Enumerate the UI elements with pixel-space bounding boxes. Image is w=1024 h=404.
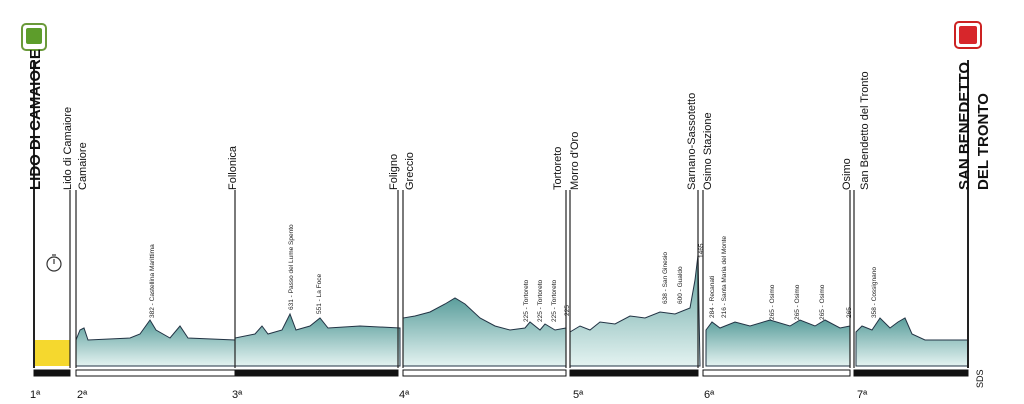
stage-number: 2ª <box>77 389 88 401</box>
climb-label: 284 - Recanati <box>709 276 716 318</box>
start-label: LIDO DI CAMAIORE <box>27 49 44 190</box>
climb-label: 600 - Gualdo <box>677 266 684 304</box>
stopwatch-icon <box>46 254 62 272</box>
place-label: Sarnano-Sassotetto <box>686 93 698 190</box>
bar-segment <box>33 369 71 377</box>
stage-number: 5ª <box>573 389 584 401</box>
start-icon <box>21 23 47 51</box>
climb-label: 265 - Osimo <box>794 284 801 320</box>
place-label: Osimo Stazione <box>702 112 714 190</box>
finish-label: DEL TRONTO <box>975 93 992 190</box>
place-label: Morro d'Oro <box>569 132 581 190</box>
stage-profile <box>75 319 236 367</box>
bar-segment <box>234 369 399 377</box>
climb-label: 225 - Tortoreto <box>537 279 544 322</box>
climb-label: 631 - Passo del Lume Spento <box>288 224 295 310</box>
climb-label: 216 - Santa Maria del Monte <box>721 236 728 318</box>
stage-number: 3ª <box>232 389 243 401</box>
place-label: Follonica <box>227 145 239 190</box>
bar-segment <box>569 369 699 377</box>
climb-label: 225 - Tortoreto <box>523 279 530 322</box>
finish-icon <box>954 21 982 49</box>
climb-label: 225 <box>564 305 571 316</box>
climb-label: 358 - Cossignano <box>871 267 878 318</box>
stage-number: 6ª <box>704 389 715 401</box>
profiles <box>75 254 969 367</box>
climb-label: 265 - Osimo <box>769 284 776 320</box>
stage-number: 1ª <box>30 389 41 401</box>
place-label: Greccio <box>404 152 416 190</box>
distance-bar <box>33 369 969 377</box>
place-label: Foligno <box>388 154 400 190</box>
credit: SDS <box>975 369 985 388</box>
stage-profile <box>569 254 701 367</box>
climb-label: 638 - San Ginesio <box>662 252 669 304</box>
climb-label: 225 - Tortoreto <box>551 279 558 322</box>
place-label: San Bendetto del Tronto <box>859 71 871 190</box>
bar-segment <box>853 369 969 377</box>
place-label: Tortoreto <box>552 147 564 190</box>
place-label: Osimo <box>841 158 853 190</box>
climb-label: 382 - Castellina Marittima <box>149 244 156 318</box>
stage-number: 4ª <box>399 389 410 401</box>
finish-label: SAN BENEDETTO <box>956 62 973 190</box>
stage-1-block <box>34 340 70 366</box>
climb-label: 265 - Osimo <box>819 284 826 320</box>
stage-profile <box>705 319 851 367</box>
place-label: Lido di Camaiore <box>62 107 74 190</box>
stage-profile <box>855 317 969 367</box>
stage-profile <box>234 312 401 367</box>
bar-segment <box>75 369 236 377</box>
stage-number: 7ª <box>857 389 868 401</box>
stage-profile <box>402 297 567 367</box>
climb-label: 265 <box>846 307 853 318</box>
separators <box>33 60 969 368</box>
place-label: Camaiore <box>77 142 89 190</box>
climb-label: 1465 <box>698 243 705 258</box>
climb-label: 551 - La Foce <box>316 274 323 314</box>
bar-segment <box>402 369 567 377</box>
bar-segment <box>702 369 851 377</box>
